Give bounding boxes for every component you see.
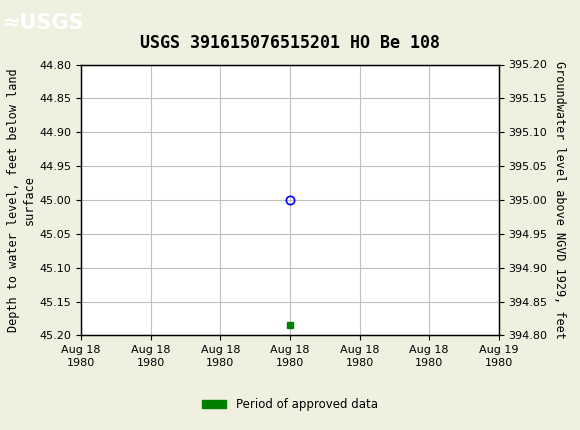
Text: ≈USGS: ≈USGS <box>3 12 85 33</box>
Text: USGS 391615076515201 HO Be 108: USGS 391615076515201 HO Be 108 <box>140 34 440 52</box>
Legend: Period of approved data: Period of approved data <box>198 394 382 416</box>
Y-axis label: Groundwater level above NGVD 1929, feet: Groundwater level above NGVD 1929, feet <box>553 61 566 339</box>
Y-axis label: Depth to water level, feet below land
surface: Depth to water level, feet below land su… <box>8 68 35 332</box>
